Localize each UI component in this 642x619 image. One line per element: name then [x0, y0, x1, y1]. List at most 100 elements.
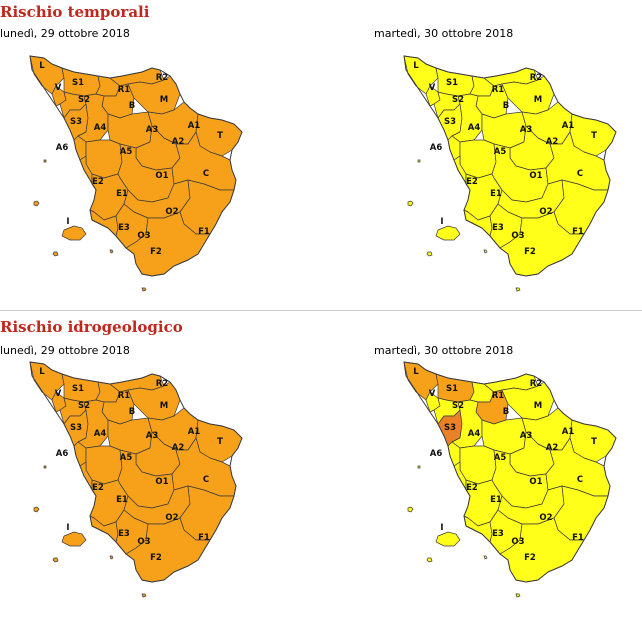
- zone-label-r2: R2: [156, 379, 169, 389]
- zone-label-f1: F1: [572, 533, 584, 543]
- zone-label-a5: A5: [494, 453, 507, 463]
- zone-label-r1: R1: [492, 391, 505, 401]
- map-date-label: martedì, 30 ottobre 2018: [374, 344, 514, 357]
- island-4: [141, 287, 147, 292]
- zone-label-f2: F2: [524, 553, 536, 563]
- zone-label-a3: A3: [520, 431, 533, 441]
- risk-map[interactable]: L V S1 S2 S3 R1 R2 B M A4 A3 A1 A6 A5 A2 T O1 C E2 E1 O2 F1 E3…: [398, 358, 638, 598]
- island-1: [417, 159, 421, 163]
- zone-label-v: V: [429, 83, 436, 93]
- zone-label-s1: S1: [72, 78, 84, 88]
- zone-a5[interactable]: [459, 445, 497, 485]
- zone-label-e3: E3: [118, 223, 130, 233]
- zone-label-i: I: [66, 217, 69, 227]
- zone-label-m: M: [160, 401, 168, 411]
- zone-label-s2: S2: [78, 95, 90, 105]
- risk-map[interactable]: L V S1 S2 S3 R1 R2 B M A4 A3 A1 A6 A5 A2 T O1 C E2 E1 O2 F1 E3…: [24, 52, 264, 292]
- zone-label-a1: A1: [188, 121, 201, 131]
- zone-label-e1: E1: [116, 189, 128, 199]
- zone-label-f2: F2: [524, 247, 536, 257]
- zone-label-b: B: [129, 101, 135, 111]
- zone-label-m: M: [160, 95, 168, 105]
- zone-label-a4: A4: [94, 429, 107, 439]
- zone-label-a1: A1: [188, 427, 201, 437]
- zone-label-s1: S1: [446, 384, 458, 394]
- zone-label-e2: E2: [466, 483, 478, 493]
- island-5: [483, 555, 488, 560]
- zone-label-l: L: [39, 61, 45, 71]
- island-2: [407, 200, 414, 207]
- section-title-temporali: Rischio temporali: [0, 3, 150, 21]
- zone-label-e2: E2: [466, 177, 478, 187]
- island-2: [33, 506, 40, 513]
- zone-label-o2: O2: [165, 513, 178, 523]
- zone-label-s3: S3: [444, 117, 456, 127]
- zone-label-l: L: [413, 61, 419, 71]
- island-2: [407, 506, 414, 513]
- tuscany-map-svg: L V S1 S2 S3 R1 R2 B M A4 A3 A1 A6 A5 A2 T O1 C E2 E1 O2 F1 E3…: [29, 361, 243, 598]
- zone-a5[interactable]: [85, 445, 123, 485]
- region-outline: [403, 361, 617, 583]
- zone-a5[interactable]: [459, 139, 497, 179]
- island-3: [52, 251, 59, 257]
- region-outline: [403, 55, 617, 277]
- zone-label-c: C: [577, 475, 583, 485]
- zone-label-e1: E1: [490, 495, 502, 505]
- zone-label-a2: A2: [172, 137, 185, 147]
- zone-label-a6: A6: [56, 143, 69, 153]
- zone-label-a4: A4: [468, 429, 481, 439]
- risk-map[interactable]: L V S1 S2 S3 R1 R2 B M A4 A3 A1 A6 A5 A2 T O1 C E2 E1 O2 F1 E3…: [24, 358, 264, 598]
- zone-label-f2: F2: [150, 553, 162, 563]
- island-4: [515, 593, 521, 598]
- zone-label-s3: S3: [444, 423, 456, 433]
- zone-label-t: T: [591, 437, 597, 447]
- map-date-label: lunedì, 29 ottobre 2018: [0, 344, 130, 357]
- zone-label-s3: S3: [70, 423, 82, 433]
- zone-label-c: C: [203, 475, 209, 485]
- zone-label-e1: E1: [116, 495, 128, 505]
- zone-label-e2: E2: [92, 483, 104, 493]
- zone-label-i: I: [440, 523, 443, 533]
- zone-label-s2: S2: [78, 401, 90, 411]
- zone-label-b: B: [129, 407, 135, 417]
- island-4: [515, 287, 521, 292]
- zone-label-l: L: [413, 367, 419, 377]
- zone-a5[interactable]: [85, 139, 123, 179]
- zone-label-s2: S2: [452, 95, 464, 105]
- zone-label-f1: F1: [198, 533, 210, 543]
- zone-label-i: I: [66, 523, 69, 533]
- region-outline: [29, 361, 243, 583]
- zone-label-t: T: [217, 437, 223, 447]
- zone-label-a2: A2: [172, 443, 185, 453]
- zone-label-o1: O1: [529, 477, 542, 487]
- zone-label-i: I: [440, 217, 443, 227]
- island-3: [52, 557, 59, 563]
- zone-label-b: B: [503, 101, 509, 111]
- zone-label-t: T: [591, 131, 597, 141]
- zone-label-a3: A3: [520, 125, 533, 135]
- zone-label-r1: R1: [118, 85, 131, 95]
- island-1: [43, 465, 47, 469]
- zone-label-o1: O1: [529, 171, 542, 181]
- zone-label-a3: A3: [146, 125, 159, 135]
- island-4: [141, 593, 147, 598]
- risk-map[interactable]: L V S1 S2 S3 R1 R2 B M A4 A3 A1 A6 A5 A2 T O1 C E2 E1 O2 F1 E3…: [398, 52, 638, 292]
- island-5: [109, 249, 114, 254]
- zone-label-s3: S3: [70, 117, 82, 127]
- island-0: [61, 225, 87, 241]
- map-date-label: lunedì, 29 ottobre 2018: [0, 27, 130, 40]
- island-0: [61, 531, 87, 547]
- zone-label-e3: E3: [492, 223, 504, 233]
- island-0: [435, 531, 461, 547]
- zone-label-a1: A1: [562, 121, 575, 131]
- zone-label-r1: R1: [118, 391, 131, 401]
- zone-label-r2: R2: [156, 73, 169, 83]
- zone-label-a6: A6: [430, 143, 443, 153]
- zone-label-a4: A4: [468, 123, 481, 133]
- island-1: [43, 159, 47, 163]
- island-3: [426, 557, 433, 563]
- island-0: [435, 225, 461, 241]
- zone-label-o1: O1: [155, 171, 168, 181]
- zone-label-f2: F2: [150, 247, 162, 257]
- region-outline: [29, 55, 243, 277]
